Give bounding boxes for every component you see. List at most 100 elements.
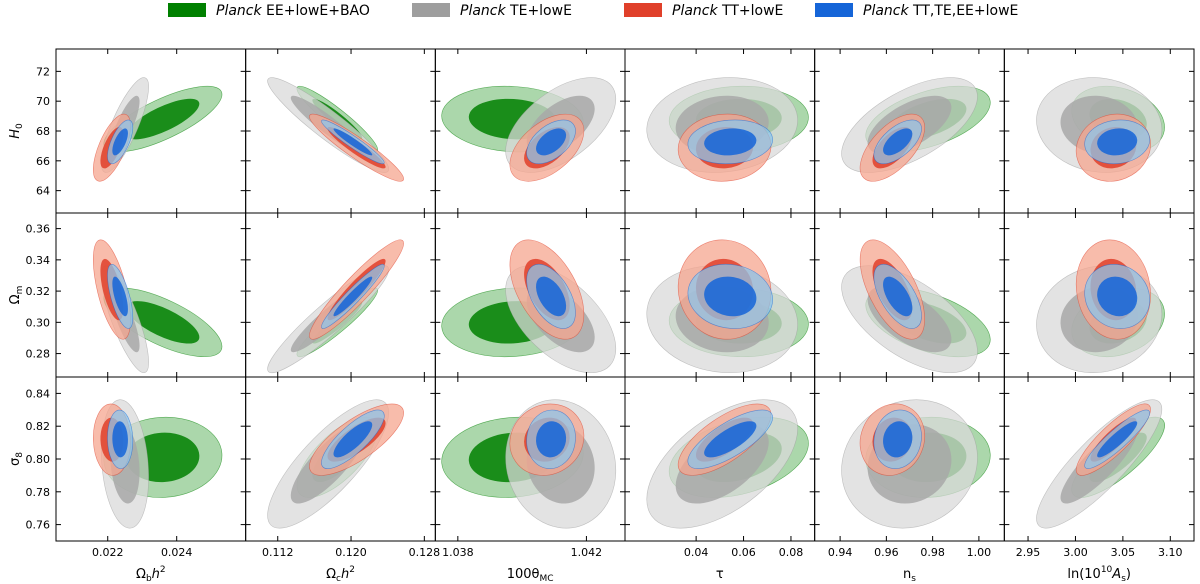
x-tick-label: 1.042 (571, 546, 603, 559)
legend-swatch (815, 3, 853, 17)
contour-68-series-3 (883, 128, 913, 156)
legend-label: Planck TT,TE,EE+lowE (863, 3, 1018, 19)
x-axis-label: Ωch2 (326, 565, 355, 584)
x-tick-label: 0.08 (779, 546, 804, 559)
x-tick-label: 0.98 (920, 546, 945, 559)
legend: Planck EE+lowE+BAO Planck TE+lowE Planck T… (168, 3, 1018, 19)
panel-2-0: 0.022 0.024 0.76 0.78 0.80 0.82 0.84 (26, 376, 247, 559)
legend-swatch (624, 3, 662, 17)
y-tick-label: 64 (36, 185, 50, 198)
contour-68-series-3 (333, 421, 373, 458)
panel-contours (1036, 77, 1165, 182)
panel-1-2 (434, 212, 626, 378)
x-axis-label: τ (716, 567, 724, 582)
panel-2-4: 0.94 0.96 0.98 1.00 (814, 376, 1005, 559)
panel-2-2: 1.038 1.042 (434, 376, 626, 559)
y-tick-label: 0.28 (26, 348, 51, 361)
contour-68-series-0 (126, 98, 200, 140)
contour-68-series-3 (1097, 421, 1138, 458)
panel-contours (267, 239, 404, 374)
contour-68-series-3 (704, 128, 757, 156)
y-axis-label: Ωm (8, 286, 25, 305)
x-tick-label: 2.95 (1016, 546, 1041, 559)
legend-swatch (168, 3, 206, 17)
panel-0-1 (245, 48, 436, 214)
contour-68-series-3 (1097, 128, 1138, 156)
panel-1-1 (245, 212, 436, 378)
y-tick-label: 68 (36, 125, 50, 138)
contour-68-series-3 (333, 128, 373, 156)
panel-1-4 (814, 212, 1005, 378)
legend-label: Planck TT+lowE (672, 3, 783, 19)
x-tick-label: 1.00 (967, 546, 992, 559)
legend-label: Planck EE+lowE+BAO (216, 3, 370, 19)
x-tick-label: 0.024 (161, 546, 193, 559)
contour-68-series-3 (112, 128, 128, 156)
panel-contours (841, 399, 991, 529)
x-axis-label: ln(1010As) (1067, 565, 1131, 584)
y-tick-label: 0.30 (26, 316, 51, 329)
panel-2-5: 2.95 3.00 3.05 3.10 (1003, 376, 1195, 559)
contour-68-series-3 (883, 421, 913, 458)
contour-68-series-3 (704, 421, 757, 458)
x-tick-label: 0.04 (684, 546, 709, 559)
x-tick-label: 3.05 (1111, 546, 1136, 559)
y-tick-label: 0.84 (26, 387, 51, 400)
legend-label: Planck TE+lowE (460, 3, 572, 19)
panel-contours (267, 77, 404, 182)
x-tick-label: 0.112 (262, 546, 294, 559)
y-tick-label: 0.36 (26, 223, 51, 236)
x-axis-label: ns (903, 567, 916, 584)
y-tick-label: 0.80 (26, 453, 51, 466)
x-tick-label: 0.022 (92, 546, 124, 559)
x-tick-label: 0.96 (874, 546, 899, 559)
panel-contours (646, 77, 809, 182)
panel-contours (441, 77, 617, 182)
contour-68-series-3 (1097, 276, 1138, 317)
panel-contours (92, 239, 223, 374)
panel-contours (92, 77, 223, 182)
legend-entry: Planck TE+lowE (412, 3, 572, 19)
panel-contours (267, 399, 404, 529)
panel-contours (441, 239, 617, 374)
panel-1-3 (624, 212, 816, 378)
panel-2-3: 0.04 0.06 0.08 (624, 376, 816, 559)
x-tick-label: 0.120 (335, 546, 367, 559)
y-axis-label: H0 (8, 123, 25, 139)
panel-contours (841, 239, 991, 374)
legend-swatch (412, 3, 450, 17)
contour-68-series-3 (883, 276, 913, 317)
contour-68-series-3 (112, 276, 128, 317)
x-tick-label: 1.038 (442, 546, 474, 559)
panel-1-5 (1003, 212, 1195, 378)
y-tick-label: 66 (36, 155, 50, 168)
x-tick-label: 3.00 (1063, 546, 1088, 559)
contour-68-series-3 (112, 421, 128, 458)
y-tick-label: 0.34 (26, 254, 51, 267)
plot-area: 64 66 68 70 72 0.28 0.30 0.32 0.34 0.36 0.022 0.024… (8, 48, 1195, 584)
panel-0-0: 64 66 68 70 72 (36, 48, 247, 214)
panel-2-1: 0.112 0.120 0.128 (245, 376, 441, 559)
x-tick-label: 3.10 (1158, 546, 1183, 559)
x-tick-label: 0.128 (409, 546, 441, 559)
panel-contours (646, 239, 809, 374)
panel-contours (92, 399, 223, 529)
axis-labels: Ωbh2 Ωch2 100θMC τ ns ln(1010As) H0 Ωm σ8 (8, 123, 1131, 584)
legend-entry: Planck TT,TE,EE+lowE (815, 3, 1018, 19)
y-tick-label: 0.82 (26, 420, 51, 433)
contour-68-series-0 (126, 301, 200, 344)
x-tick-label: 0.06 (731, 546, 756, 559)
panel-contours (1036, 239, 1165, 374)
y-tick-label: 0.78 (26, 486, 51, 499)
panel-0-3 (624, 48, 816, 214)
y-tick-label: 0.76 (26, 519, 51, 532)
y-tick-label: 70 (36, 95, 50, 108)
panel-contours (646, 399, 809, 529)
y-tick-label: 0.32 (26, 285, 51, 298)
panel-0-2 (434, 48, 626, 214)
y-tick-label: 72 (36, 65, 50, 78)
y-axis-label: σ8 (8, 452, 25, 466)
contour-68-series-3 (536, 421, 567, 458)
x-axis-label: 100θMC (507, 567, 554, 584)
